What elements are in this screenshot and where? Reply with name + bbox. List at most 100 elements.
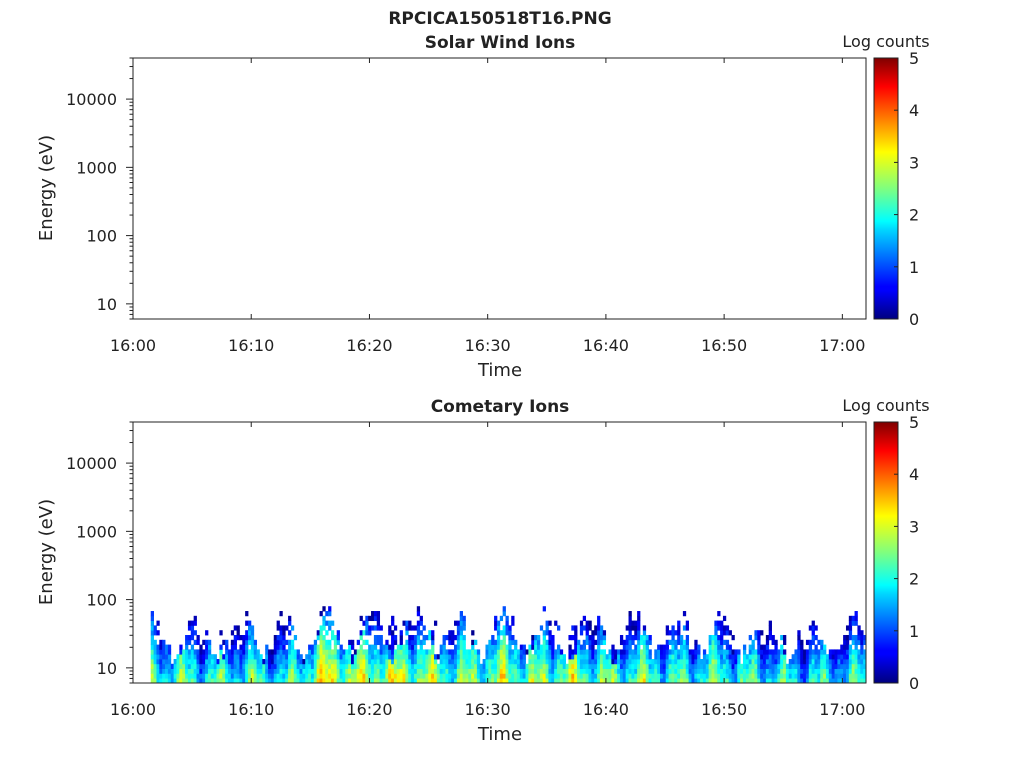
heatmap-cell — [462, 639, 466, 646]
heatmap-cell — [499, 654, 504, 660]
heatmap-cell — [697, 649, 701, 655]
heatmap-cell — [731, 649, 735, 655]
heatmap-cell — [514, 673, 518, 679]
heatmap-cell — [330, 673, 335, 679]
heatmap-cell — [608, 663, 612, 669]
heatmap-cell — [605, 663, 609, 669]
heatmap-cell — [156, 668, 160, 674]
heatmap-cell — [153, 625, 157, 631]
heatmap-cell — [631, 663, 635, 669]
heatmap-cell — [428, 668, 432, 674]
heatmap-cell — [691, 678, 695, 684]
heatmap-cell — [720, 649, 724, 655]
heatmap-cell — [688, 668, 692, 674]
heatmap-cell — [768, 678, 772, 684]
heatmap-cell — [599, 659, 604, 665]
heatmap-cell — [445, 673, 449, 679]
heatmap-cell — [439, 644, 443, 650]
heatmap-cell — [308, 649, 312, 655]
heatmap-cell — [788, 678, 793, 684]
heatmap-cell — [611, 673, 615, 679]
heatmap-cell — [557, 625, 561, 631]
heatmap-cell — [276, 663, 280, 669]
heatmap-cell — [648, 649, 652, 655]
heatmap-cell — [825, 659, 830, 665]
heatmap-cell — [491, 668, 495, 674]
heatmap-cell — [545, 673, 549, 679]
heatmap-cell — [433, 663, 438, 669]
heatmap-cell — [227, 663, 232, 669]
heatmap-cell — [660, 668, 664, 674]
heatmap-cell — [296, 654, 300, 660]
heatmap-cell — [551, 678, 555, 684]
y-tick-label: 1000 — [76, 158, 117, 177]
heatmap-cell — [351, 654, 355, 660]
heatmap-cell — [585, 625, 589, 631]
heatmap-cell — [725, 639, 730, 646]
heatmap-cell — [436, 654, 441, 660]
heatmap-cell — [677, 649, 681, 655]
heatmap-cell — [628, 639, 632, 646]
heatmap-cell — [479, 663, 484, 669]
heatmap-cell — [187, 635, 192, 641]
heatmap-cell — [531, 659, 535, 665]
heatmap-cell — [774, 644, 778, 650]
heatmap-cell — [805, 654, 810, 660]
heatmap-cell — [574, 663, 578, 669]
heatmap-cell — [700, 678, 704, 684]
heatmap-cell — [316, 630, 320, 636]
heatmap-cell — [857, 673, 861, 679]
heatmap-cell — [371, 678, 375, 684]
heatmap-cell — [639, 639, 644, 646]
heatmap-cell — [225, 654, 229, 660]
heatmap-cell — [828, 678, 833, 684]
heatmap-cell — [393, 668, 398, 674]
heatmap-cell — [851, 668, 855, 674]
heatmap-cell — [456, 635, 461, 641]
heatmap-cell — [637, 625, 641, 631]
heatmap-cell — [665, 625, 669, 631]
heatmap-cell — [185, 635, 189, 641]
heatmap-cell — [665, 654, 669, 660]
heatmap-cell — [863, 673, 867, 679]
heatmap-cell — [545, 663, 549, 669]
heatmap-cell — [708, 663, 712, 669]
heatmap-cell — [268, 678, 272, 684]
heatmap-cell — [402, 668, 406, 674]
heatmap-cell — [828, 673, 833, 679]
heatmap-cell — [714, 673, 718, 679]
heatmap-cell — [159, 678, 163, 684]
heatmap-cell — [368, 673, 372, 679]
heatmap-cell — [339, 673, 343, 679]
heatmap-cell — [213, 668, 217, 674]
heatmap-cell — [725, 678, 730, 684]
heatmap-cell — [619, 639, 624, 646]
heatmap-cell — [431, 659, 435, 665]
heatmap-cell — [688, 654, 692, 660]
heatmap-cell — [631, 673, 635, 679]
heatmap-cell — [242, 654, 246, 660]
heatmap-cell — [288, 630, 292, 636]
heatmap-cell — [548, 649, 552, 655]
heatmap-cell — [811, 625, 815, 631]
heatmap-cell — [594, 625, 598, 631]
heatmap-cell — [359, 678, 363, 684]
heatmap-cell — [536, 668, 541, 674]
heatmap-cell — [700, 663, 704, 669]
heatmap-cell — [843, 678, 847, 684]
heatmap-cell — [625, 663, 629, 669]
colorbar-tick-label: 5 — [909, 49, 919, 68]
heatmap-cell — [783, 639, 787, 646]
heatmap-cell — [494, 663, 498, 669]
heatmap-cell — [362, 663, 366, 669]
heatmap-cell — [245, 611, 249, 617]
heatmap-cell — [356, 639, 360, 646]
heatmap-cell — [222, 654, 226, 660]
heatmap-cell — [373, 654, 378, 660]
heatmap-cell — [328, 673, 332, 679]
heatmap-cell — [245, 673, 249, 679]
heatmap-cell — [253, 649, 257, 655]
heatmap-cell — [577, 663, 581, 669]
heatmap-cell — [213, 678, 217, 684]
heatmap-cell — [165, 663, 169, 669]
